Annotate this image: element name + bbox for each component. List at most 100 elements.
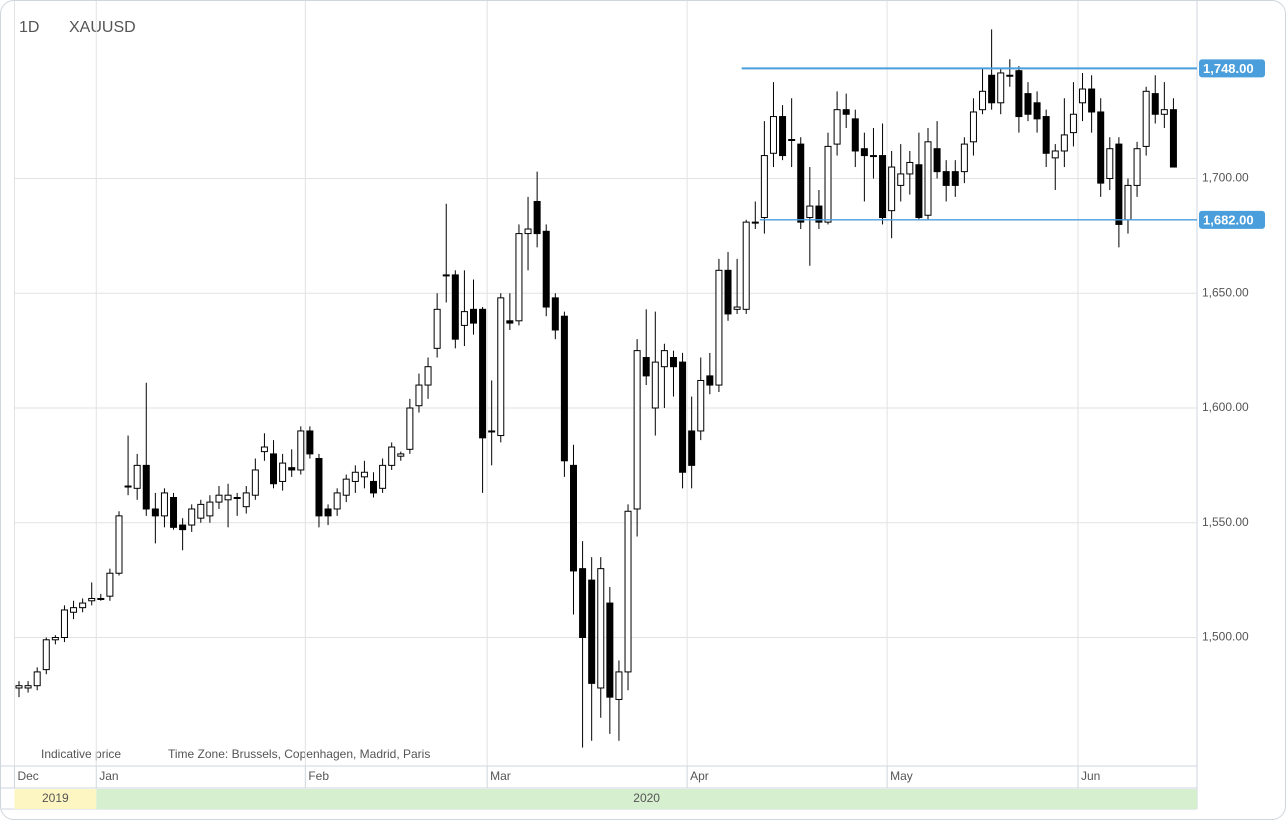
candle-body: [724, 269, 732, 315]
level-label-box: [1199, 59, 1265, 78]
x-tick-label: Feb: [308, 769, 329, 783]
level-label-box: [1199, 210, 1265, 229]
candle-body: [388, 446, 396, 466]
candle-body: [942, 171, 950, 186]
candle-body: [1006, 74, 1014, 77]
candle-body: [124, 485, 132, 488]
y-tick-label: 1,650.00: [1202, 285, 1249, 299]
candle-body: [1115, 143, 1123, 225]
year-band: [96, 789, 1197, 809]
candle-body: [424, 366, 432, 386]
candle-body: [88, 597, 96, 602]
candle-body: [106, 572, 114, 597]
candle-body: [788, 139, 796, 142]
candle-body: [833, 109, 841, 145]
candle-body: [706, 375, 714, 386]
candle-body: [1160, 109, 1168, 115]
candle-body: [824, 145, 832, 223]
level-label: 1,748.00: [1203, 61, 1254, 76]
candle-body: [442, 274, 450, 277]
candle-body: [415, 384, 423, 407]
candle-body: [206, 501, 214, 517]
candle-body: [260, 446, 268, 453]
candle-body: [615, 671, 623, 700]
candle-body: [288, 467, 296, 471]
candle-body: [979, 90, 987, 111]
candle-body: [1079, 88, 1087, 104]
candle-body: [342, 478, 350, 496]
candle-body: [397, 453, 405, 457]
candle-body: [779, 116, 787, 157]
candle-body: [97, 597, 105, 600]
candle-body: [306, 430, 314, 455]
candle-body: [624, 510, 632, 673]
candle-body: [915, 164, 923, 219]
candle-body: [451, 274, 459, 340]
candle-body: [560, 315, 568, 462]
candle-body: [470, 308, 477, 324]
candle-body: [79, 602, 87, 609]
y-tick-label: 1,600.00: [1202, 400, 1249, 414]
x-tick-label: Apr: [690, 769, 709, 783]
candle-body: [924, 141, 932, 216]
candle-body: [270, 453, 278, 485]
candle-body: [633, 350, 641, 510]
candle-body: [797, 143, 805, 223]
candle-body: [360, 471, 368, 478]
y-tick-label: 1,550.00: [1202, 515, 1249, 529]
candle-body: [688, 430, 696, 466]
candle-body: [160, 492, 168, 517]
x-tick-label: Dec: [17, 769, 38, 783]
candle-body: [370, 480, 378, 494]
candle-body: [1133, 148, 1141, 186]
candle-body: [960, 143, 968, 173]
y-tick-label: 1,500.00: [1202, 630, 1249, 644]
symbol: XAUUSD: [69, 19, 136, 36]
candle-body: [569, 464, 577, 572]
candle-body: [224, 494, 232, 501]
candle-body: [933, 148, 941, 173]
candle-body: [542, 230, 550, 308]
candle-body: [679, 361, 687, 473]
timezone: Time Zone: Brussels, Copenhagen, Madrid,…: [168, 747, 430, 761]
x-tick-label: Mar: [490, 769, 511, 783]
candle-body: [406, 407, 414, 450]
candle-body: [897, 173, 905, 186]
candle-body: [115, 515, 123, 574]
candle-body: [969, 111, 977, 143]
candle-body: [515, 233, 523, 322]
candle-body: [497, 297, 505, 437]
candle-body: [906, 161, 914, 175]
candle-body: [197, 503, 205, 519]
x-tick-label: May: [890, 769, 913, 783]
candle-body: [333, 492, 341, 510]
candle-body: [251, 469, 259, 496]
candle-body: [760, 155, 768, 219]
candle-body: [551, 297, 559, 331]
candle-body: [24, 685, 32, 689]
candle-body: [851, 118, 859, 152]
candle-body: [170, 497, 178, 528]
candle-body: [806, 205, 814, 219]
candle-body: [742, 221, 750, 310]
candle-body: [751, 221, 759, 224]
year-band: [14, 789, 97, 809]
candle-body: [188, 508, 196, 526]
candle-body: [642, 357, 650, 377]
candle-body: [669, 357, 677, 368]
candle-body: [1033, 102, 1041, 120]
candle-body: [142, 464, 150, 510]
candle-body: [524, 228, 532, 235]
candle-body: [433, 308, 441, 349]
candle-body: [651, 361, 659, 409]
candle-body: [588, 579, 596, 684]
candle-body: [51, 636, 59, 641]
candle-body: [479, 308, 487, 439]
candle-body: [769, 116, 777, 154]
candle-body: [1106, 148, 1114, 180]
candle-body: [1169, 109, 1177, 168]
year-label: 2019: [42, 791, 69, 805]
candle-body: [533, 200, 541, 235]
